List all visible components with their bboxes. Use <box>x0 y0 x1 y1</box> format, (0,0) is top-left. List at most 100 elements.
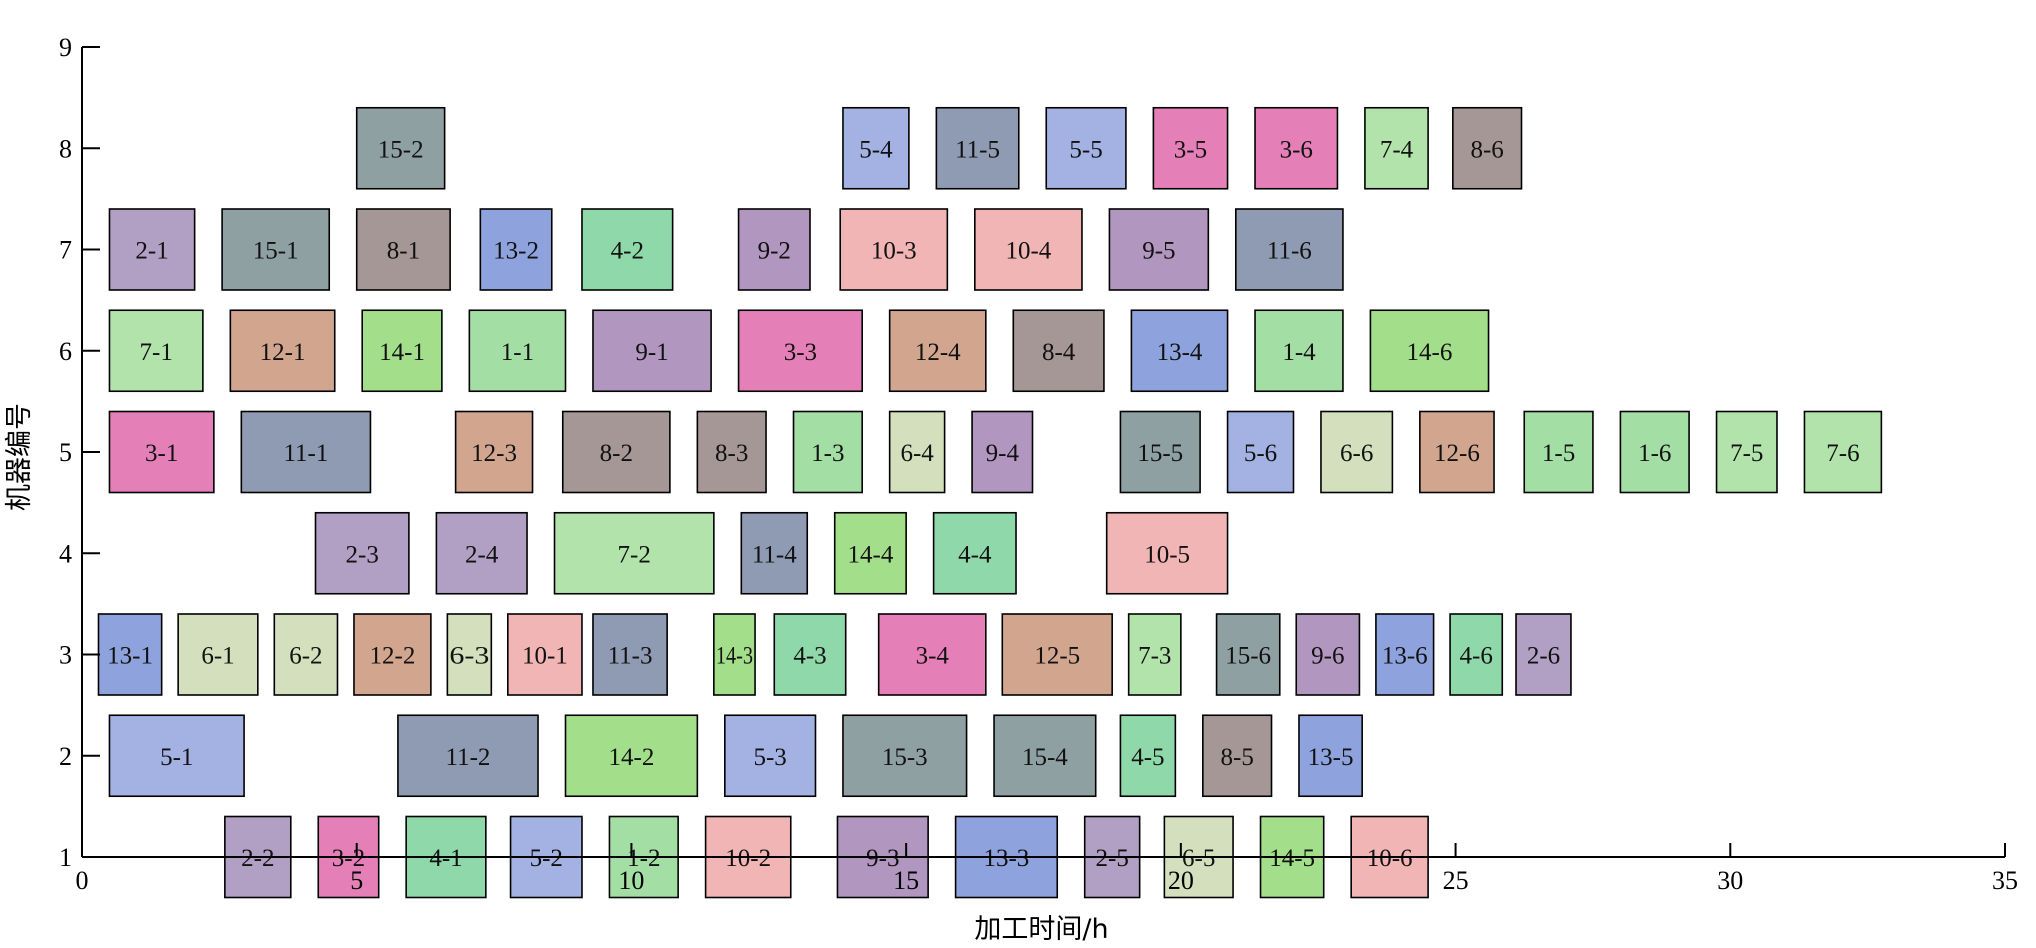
x-tick-label: 0 <box>76 866 89 895</box>
task-label: 9-2 <box>758 238 791 265</box>
task-label: 10-5 <box>1144 541 1190 568</box>
task-bar-14-4: 14-4 <box>833 511 907 595</box>
task-label: 13-4 <box>1157 339 1203 366</box>
task-rect <box>1130 309 1229 393</box>
task-rect <box>1012 309 1105 393</box>
task-bar-8-5: 8-5 <box>1202 714 1273 798</box>
task-bar-5-6: 5-6 <box>1226 410 1295 494</box>
task-label: 7-4 <box>1380 136 1414 163</box>
task-bar-9-1: 9-1 <box>592 309 712 393</box>
y-tick-label: 6 <box>59 337 72 366</box>
task-label: 2-4 <box>465 541 499 568</box>
task-bar-11-1: 11-1 <box>240 410 372 494</box>
task-rect <box>592 613 668 696</box>
task-bar-13-6: 13-6 <box>1375 613 1435 696</box>
task-bar-3-3: 3-3 <box>737 309 863 393</box>
task-rect <box>877 613 987 696</box>
task-label: 12-2 <box>370 643 416 670</box>
task-label: 4-1 <box>429 845 462 872</box>
task-bar-15-1: 15-1 <box>221 208 331 291</box>
task-label: 3-6 <box>1280 136 1313 163</box>
task-rect <box>553 511 715 595</box>
task-label: 2-5 <box>1096 845 1129 872</box>
task-rect <box>839 208 949 291</box>
task-label: 2-6 <box>1527 643 1560 670</box>
task-bar-13-2: 13-2 <box>479 208 553 291</box>
task-label: 15-2 <box>378 136 424 163</box>
task-rect <box>1254 309 1344 393</box>
y-tick-label: 7 <box>59 236 72 265</box>
task-label: 8-3 <box>715 440 748 467</box>
task-rect <box>1295 613 1361 696</box>
x-tick-label: 20 <box>1168 866 1194 895</box>
task-bar-2-1: 2-1 <box>108 208 196 291</box>
task-bar-15-3: 15-3 <box>842 714 968 798</box>
task-label: 9-5 <box>1142 238 1175 265</box>
task-bar-8-1: 8-1 <box>355 208 451 291</box>
task-label: 3-4 <box>916 643 950 670</box>
task-bar-5-3: 5-3 <box>724 714 817 798</box>
task-bar-5-1: 5-1 <box>108 714 245 798</box>
task-label: 1-2 <box>627 845 660 872</box>
task-bar-6-1: 6-1 <box>177 613 259 696</box>
task-rect <box>1215 613 1281 696</box>
task-label: 5-2 <box>530 845 563 872</box>
task-rect <box>724 714 817 798</box>
task-rect <box>833 511 907 595</box>
task-rect <box>1127 613 1182 696</box>
task-label: 9-3 <box>866 845 899 872</box>
task-label: 1-4 <box>1282 339 1316 366</box>
task-label: 14-1 <box>379 339 425 366</box>
task-label: 4-4 <box>958 541 992 568</box>
x-axis-title: 加工时间/h <box>974 914 1108 945</box>
task-label: 5-5 <box>1069 136 1102 163</box>
task-label: 10-4 <box>1005 238 1051 265</box>
task-rect <box>713 613 756 696</box>
task-label: 1-5 <box>1542 440 1575 467</box>
task-bar-14-6: 14-6 <box>1369 309 1490 393</box>
x-axis-ticks: 0 5 10 15 20 25 30 35 <box>76 843 2018 895</box>
task-bar-9-4: 9-4 <box>971 410 1034 494</box>
task-bar-11-4: 11-4 <box>740 511 809 595</box>
task-bar-7-4: 7-4 <box>1364 106 1429 190</box>
task-bar-7-2: 7-2 <box>553 511 715 595</box>
task-rect <box>454 410 534 494</box>
task-bar-4-4: 4-4 <box>932 511 1017 595</box>
task-label: 15-6 <box>1225 643 1271 670</box>
task-rect <box>435 511 528 595</box>
task-rect <box>229 309 336 393</box>
task-bar-1-4: 1-4 <box>1254 309 1344 393</box>
task-label: 12-5 <box>1034 643 1080 670</box>
task-rect <box>1515 613 1572 696</box>
y-tick-label: 5 <box>59 438 72 467</box>
task-label: 8-6 <box>1470 136 1503 163</box>
task-rect <box>1202 714 1273 798</box>
task-label: 7-2 <box>618 541 651 568</box>
task-rect <box>564 714 699 798</box>
task-label: 14-5 <box>1269 845 1315 872</box>
task-bar-12-4: 12-4 <box>888 309 987 393</box>
task-bar-14-2: 14-2 <box>564 714 699 798</box>
task-bar-7-3: 7-3 <box>1127 613 1182 696</box>
task-rect <box>1254 106 1339 190</box>
task-bar-7-5: 7-5 <box>1715 410 1778 494</box>
y-tick-label: 1 <box>59 843 72 872</box>
task-rect <box>1108 208 1210 291</box>
task-label: 7-3 <box>1138 643 1171 670</box>
task-label: 11-4 <box>752 541 797 568</box>
task-label: 3-2 <box>332 845 365 872</box>
task-bar-3-1: 3-1 <box>108 410 215 494</box>
task-bar-12-6: 12-6 <box>1419 410 1495 494</box>
task-bar-6-4: 6-4 <box>888 410 946 494</box>
task-rect <box>1119 714 1177 798</box>
task-bar-2-4: 2-4 <box>435 511 528 595</box>
task-label: 1-3 <box>811 440 844 467</box>
task-bar-8-2: 8-2 <box>561 410 671 494</box>
task-rect <box>97 613 163 696</box>
task-rect <box>314 511 410 595</box>
task-bar-8-4: 8-4 <box>1012 309 1105 393</box>
task-label: 1-1 <box>501 339 534 366</box>
task-bar-6-6: 6-6 <box>1320 410 1394 494</box>
task-bar-6-3: 6-3 <box>446 613 493 696</box>
task-label: 4-2 <box>611 238 644 265</box>
